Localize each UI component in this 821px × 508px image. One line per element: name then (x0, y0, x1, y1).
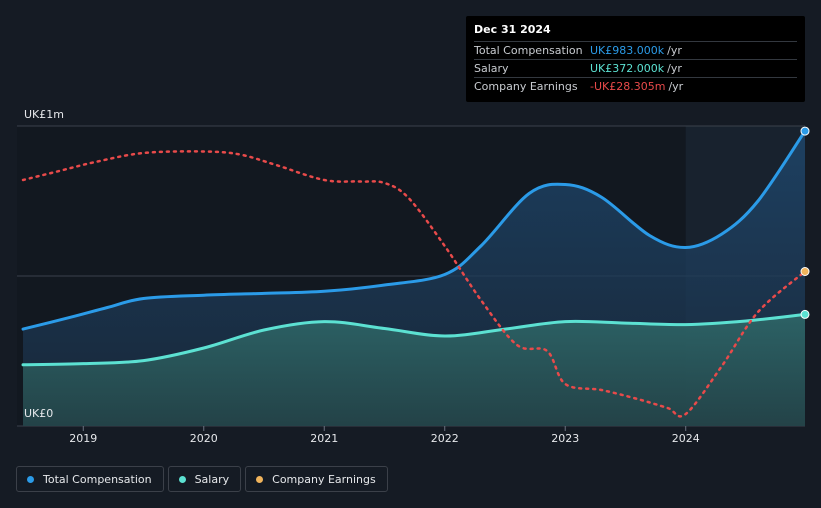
x-tick-label: 2024 (672, 432, 700, 445)
salary-line (21, 312, 807, 367)
x-tick-label: 2020 (190, 432, 218, 445)
tooltip-label: Total Compensation (474, 44, 583, 57)
tooltip-value: UK£983.000k (590, 44, 665, 57)
salary-area (23, 314, 805, 426)
dot-icon (27, 475, 34, 483)
legend-item-salary[interactable]: Salary (167, 466, 242, 492)
legend-item-company-earnings[interactable]: Company Earnings (245, 466, 388, 492)
tooltip: Dec 31 2024 Total Compensation UK£983.00… (466, 16, 805, 102)
x-tick-label: 2022 (431, 432, 459, 445)
tooltip-row-company-earnings: Company Earnings -UK£28.305m /yr (474, 77, 797, 95)
dot-icon (256, 475, 264, 483)
x-tick-label: 2021 (310, 432, 338, 445)
x-tick-label: 2023 (551, 432, 579, 445)
total-compensation-endpoint (800, 126, 810, 136)
y-axis-bottom-label: UK£0 (24, 407, 54, 420)
legend-item-total-compensation[interactable]: Total Compensation (16, 466, 164, 492)
tooltip-suffix: /yr (668, 80, 684, 93)
legend-label: Salary (194, 472, 230, 486)
salary-endpoint (800, 309, 810, 319)
tooltip-label: Salary (474, 62, 509, 75)
tooltip-value: -UK£28.305m (590, 80, 666, 93)
total-compensation-line (21, 129, 807, 331)
legend: Total Compensation Salary Company Earnin… (16, 466, 388, 492)
tooltip-suffix: /yr (667, 44, 682, 57)
tooltip-row-total-compensation: Total Compensation UK£983.000k /yr (474, 41, 797, 59)
legend-label: Company Earnings (272, 472, 376, 486)
legend-label: Total Compensation (43, 472, 152, 486)
company-earnings-endpoint (800, 267, 810, 276)
y-axis-top-label: UK£1m (24, 108, 64, 121)
dot-icon (178, 475, 186, 483)
x-tick-label: 2019 (69, 432, 97, 445)
tooltip-value: UK£372.000k (590, 62, 665, 75)
tooltip-row-salary: Salary UK£372.000k /yr (474, 59, 797, 77)
tooltip-label: Company Earnings (474, 80, 578, 93)
tooltip-date: Dec 31 2024 (474, 23, 551, 36)
tooltip-suffix: /yr (667, 62, 682, 75)
company-earnings-line (21, 150, 807, 418)
